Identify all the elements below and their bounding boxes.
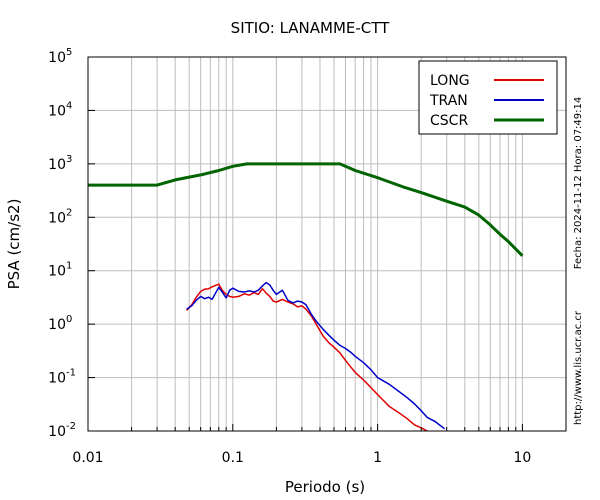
y-tick-label: 10 [48,210,66,226]
x-tick-label: 10 [513,450,531,466]
y-tick-label: 10 [48,424,66,440]
x-tick-label: 0.01 [72,450,103,466]
series-line-cscr [88,162,524,257]
series-lines [88,162,524,432]
y-axis-label: PSA (cm/s2) [5,199,23,290]
source-url: http://www.lis.ucr.ac.cr [573,310,584,425]
axis-ticks [87,56,567,432]
y-tick-exponent: -1 [66,368,76,379]
y-tick-label: 10 [48,50,66,66]
y-tick-exponent: -2 [66,421,76,432]
y-tick-exponent: 2 [66,207,72,218]
x-tick-labels: 0.01 0.1 1 10 [72,450,531,466]
series-line-tran [186,281,446,430]
legend-label-cscr: CSCR [430,113,468,129]
legend-label-long: LONG [430,73,470,89]
y-tick-exponent: 4 [66,100,72,111]
x-tick-label: 1 [373,450,382,466]
date-time-stamp: Fecha: 2024-11-12 Hora: 07:49:14 [573,97,584,270]
y-tick-label: 10 [48,371,66,387]
legend-box [418,60,558,135]
y-tick-exponent: 5 [66,47,72,58]
plot-frame [87,56,567,432]
chart-title: SITIO: LANAMME-CTT [231,19,390,37]
y-tick-exponent: 3 [66,154,72,165]
y-tick-label: 10 [48,264,66,280]
series-line-long [186,283,428,432]
x-tick-label: 0.1 [222,450,244,466]
legend-label-tran: TRAN [429,93,468,109]
y-tick-label: 10 [48,103,66,119]
y-tick-label: 10 [48,317,66,333]
legend: LONG TRAN CSCR [418,60,558,135]
x-axis-label: Periodo (s) [285,478,365,496]
y-tick-label: 10 [48,157,66,173]
grid-lines [87,56,567,432]
y-tick-exponent: 0 [66,314,72,325]
y-tick-exponent: 1 [66,261,72,272]
